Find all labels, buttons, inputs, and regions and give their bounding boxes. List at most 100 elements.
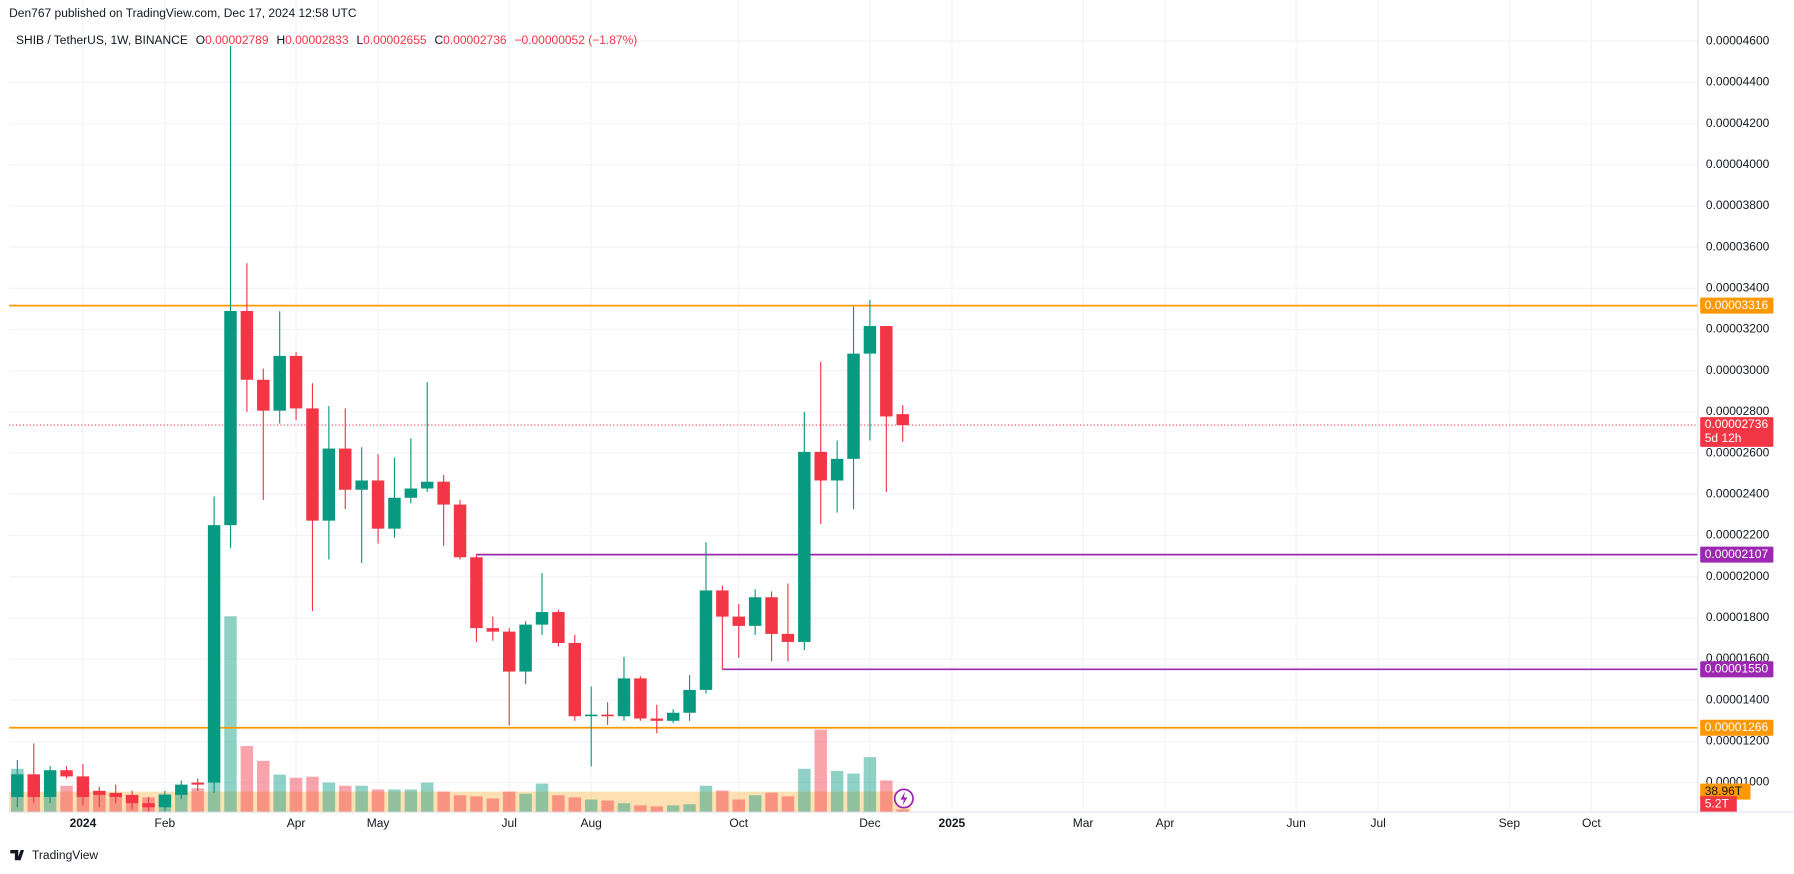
countdown: 5d 12h bbox=[1705, 431, 1742, 445]
volume-bar bbox=[863, 757, 877, 813]
ohlc-value: 0.00002833 bbox=[285, 33, 349, 47]
volume-bar bbox=[502, 791, 516, 813]
axes: 0.000010000.000012000.000014000.00001600… bbox=[70, 33, 1774, 830]
volume-bar bbox=[699, 785, 713, 813]
candle-body bbox=[666, 712, 680, 721]
volume-ma-label: 38.96T bbox=[1705, 784, 1743, 798]
candles bbox=[11, 45, 909, 812]
y-tick-label: 0.00001800 bbox=[1706, 610, 1770, 624]
candle-body bbox=[43, 770, 57, 797]
ohlc-label: L bbox=[356, 33, 363, 47]
candle-body bbox=[27, 774, 40, 797]
candle-body bbox=[371, 480, 385, 529]
candle-body bbox=[535, 612, 549, 625]
volume-bar bbox=[289, 777, 303, 813]
volume-bar bbox=[175, 789, 188, 813]
y-tick-label: 0.00001400 bbox=[1706, 692, 1770, 706]
candle-body bbox=[568, 642, 582, 717]
volume-bar bbox=[535, 783, 549, 813]
y-tick-label: 0.00002400 bbox=[1706, 486, 1770, 500]
candle-body bbox=[748, 597, 762, 626]
candle-body bbox=[732, 616, 745, 626]
volume-bar bbox=[470, 796, 483, 813]
ohlc-value: 0.00002736 bbox=[443, 33, 507, 47]
candle-body bbox=[388, 497, 401, 529]
level-tag bbox=[1700, 661, 1774, 678]
volume-bar bbox=[339, 785, 352, 813]
change: −0.00000052 (−1.87%) bbox=[514, 33, 637, 47]
volume-bar bbox=[322, 782, 336, 813]
volume-bar bbox=[306, 776, 319, 813]
candle-body bbox=[11, 774, 24, 797]
candle-body bbox=[60, 770, 73, 777]
candle-body bbox=[257, 379, 270, 411]
x-tick-label: Aug bbox=[581, 816, 602, 830]
candle-body bbox=[339, 448, 352, 490]
candle-body bbox=[93, 790, 106, 795]
candle-body bbox=[584, 714, 598, 717]
candle-body bbox=[142, 803, 155, 808]
volume-ma-tag bbox=[1700, 783, 1751, 800]
candle-body bbox=[224, 310, 237, 526]
candle-body bbox=[76, 776, 90, 797]
candle-body bbox=[486, 628, 500, 632]
x-tick-label: Jul bbox=[1371, 816, 1386, 830]
volume-bar bbox=[257, 760, 270, 813]
ohlc-label: C bbox=[434, 33, 443, 47]
candle-body bbox=[519, 624, 532, 672]
volume-bar bbox=[830, 770, 844, 813]
volume-bar bbox=[896, 809, 909, 813]
candle-body bbox=[634, 678, 647, 719]
candle-body bbox=[125, 794, 139, 804]
candle-body bbox=[896, 414, 909, 426]
candle-body bbox=[716, 590, 729, 617]
price-tag bbox=[1700, 417, 1774, 447]
logo: TradingView bbox=[10, 848, 98, 862]
candle-body bbox=[421, 481, 434, 489]
candle-body bbox=[552, 612, 565, 643]
replay-icon[interactable] bbox=[893, 788, 914, 809]
volume-bar bbox=[421, 782, 434, 813]
volume-bar bbox=[847, 773, 860, 813]
ohlc-label: H bbox=[276, 33, 285, 47]
candle-body bbox=[289, 355, 303, 409]
volume-bar bbox=[519, 793, 532, 813]
y-tick-label: 0.00003800 bbox=[1706, 198, 1770, 212]
volume-bar bbox=[240, 746, 254, 813]
y-tick-label: 0.00002200 bbox=[1706, 528, 1770, 542]
candle-body bbox=[699, 590, 713, 690]
volume-bar bbox=[617, 803, 631, 813]
y-tick-label: 0.00004000 bbox=[1706, 157, 1770, 171]
volume-bar bbox=[584, 799, 598, 813]
candle-body bbox=[765, 597, 778, 634]
candle-body bbox=[175, 784, 188, 795]
candle-body bbox=[273, 355, 286, 411]
x-tick-label: 2025 bbox=[939, 816, 966, 830]
x-tick-label: Jun bbox=[1287, 816, 1306, 830]
level-label: 0.00001550 bbox=[1705, 661, 1769, 675]
volume-bar bbox=[798, 768, 811, 813]
candle-body bbox=[191, 782, 204, 785]
volume-label: 5.2T bbox=[1705, 796, 1730, 810]
candle-body bbox=[847, 353, 860, 459]
volume-bar bbox=[404, 789, 418, 813]
volume-bar bbox=[552, 795, 565, 813]
y-tick-label: 0.00004400 bbox=[1706, 75, 1770, 89]
volume-bar bbox=[748, 795, 762, 813]
price-label: 0.00002736 bbox=[1705, 417, 1769, 431]
candle-body bbox=[683, 689, 696, 713]
volume-bar bbox=[355, 785, 368, 813]
volume-bar bbox=[568, 797, 582, 813]
volume-bar bbox=[880, 780, 893, 813]
volume-bar bbox=[634, 805, 647, 813]
candle-body bbox=[453, 504, 467, 558]
x-tick-label: Apr bbox=[287, 816, 306, 830]
volume-bar bbox=[388, 789, 401, 813]
volume-tag bbox=[1700, 796, 1737, 813]
volume-bar bbox=[781, 796, 795, 813]
candle-body bbox=[617, 678, 631, 717]
candle-body bbox=[470, 557, 483, 629]
x-tick-label: Dec bbox=[859, 816, 880, 830]
